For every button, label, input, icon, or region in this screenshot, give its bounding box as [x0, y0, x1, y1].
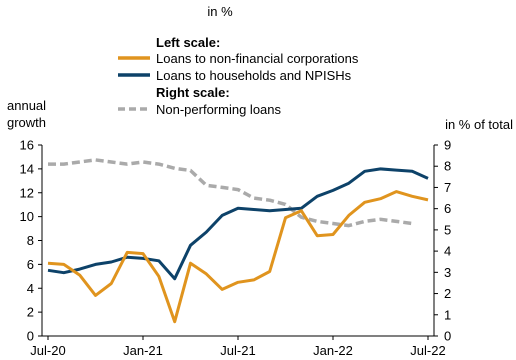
right-tick-label: 6: [444, 201, 451, 216]
right-tick-label: 5: [444, 222, 451, 237]
legend-right-heading: Right scale:: [156, 85, 230, 100]
right-tick-label: 7: [444, 180, 451, 195]
right-tick-label: 9: [444, 138, 451, 153]
right-tick-label: 1: [444, 307, 451, 322]
series-layer: [47, 158, 429, 324]
left-tick-label: 12: [20, 185, 34, 200]
right-tick-label: 8: [444, 159, 451, 174]
left-tick-label: 14: [20, 161, 34, 176]
series-line-loans-to-non-financial-corporations: [47, 190, 429, 324]
x-tick-label: Jan-22: [313, 343, 353, 358]
legend-label-nfc: Loans to non-financial corporations: [156, 51, 359, 66]
left-tick-label: 4: [27, 281, 34, 296]
legend-label-households: Loans to households and NPISHs: [156, 68, 352, 83]
x-tick-label: Jul-21: [220, 343, 255, 358]
x-axis-ticks: Jul-20 Jan-21 Jul-21 Jan-22 Jul-22: [30, 336, 446, 358]
legend-left-heading: Left scale:: [156, 35, 220, 50]
left-tick-label: 16: [20, 138, 34, 153]
right-axis-ticks: 0 1 2 3 4 5 6 7 8 9: [434, 138, 451, 344]
unit-label: in %: [207, 4, 233, 19]
legend: Left scale: Loans to non-financial corpo…: [118, 35, 359, 117]
left-axis-ticks: 0 2 4 6 8 10 12 14 16: [20, 138, 42, 344]
right-tick-label: 2: [444, 286, 451, 301]
left-tick-label: 0: [27, 329, 34, 344]
left-axis-label-line1: annual: [7, 98, 46, 113]
left-tick-label: 10: [20, 209, 34, 224]
right-tick-label: 4: [444, 244, 451, 259]
right-tick-label: 3: [444, 265, 451, 280]
legend-label-npl: Non-performing loans: [156, 102, 282, 117]
series-line-loans-to-households-and-npishs: [47, 167, 429, 281]
right-axis-label: in % of total: [445, 117, 513, 132]
series-line-non-performing-loans: [48, 158, 413, 228]
x-tick-label: Jul-20: [30, 343, 65, 358]
left-tick-label: 2: [27, 305, 34, 320]
right-tick-label: 0: [444, 329, 451, 344]
x-tick-label: Jan-21: [123, 343, 163, 358]
left-tick-label: 6: [27, 257, 34, 272]
x-tick-label: Jul-22: [410, 343, 445, 358]
left-tick-label: 8: [27, 233, 34, 248]
left-axis-label-line2: growth: [7, 115, 46, 130]
